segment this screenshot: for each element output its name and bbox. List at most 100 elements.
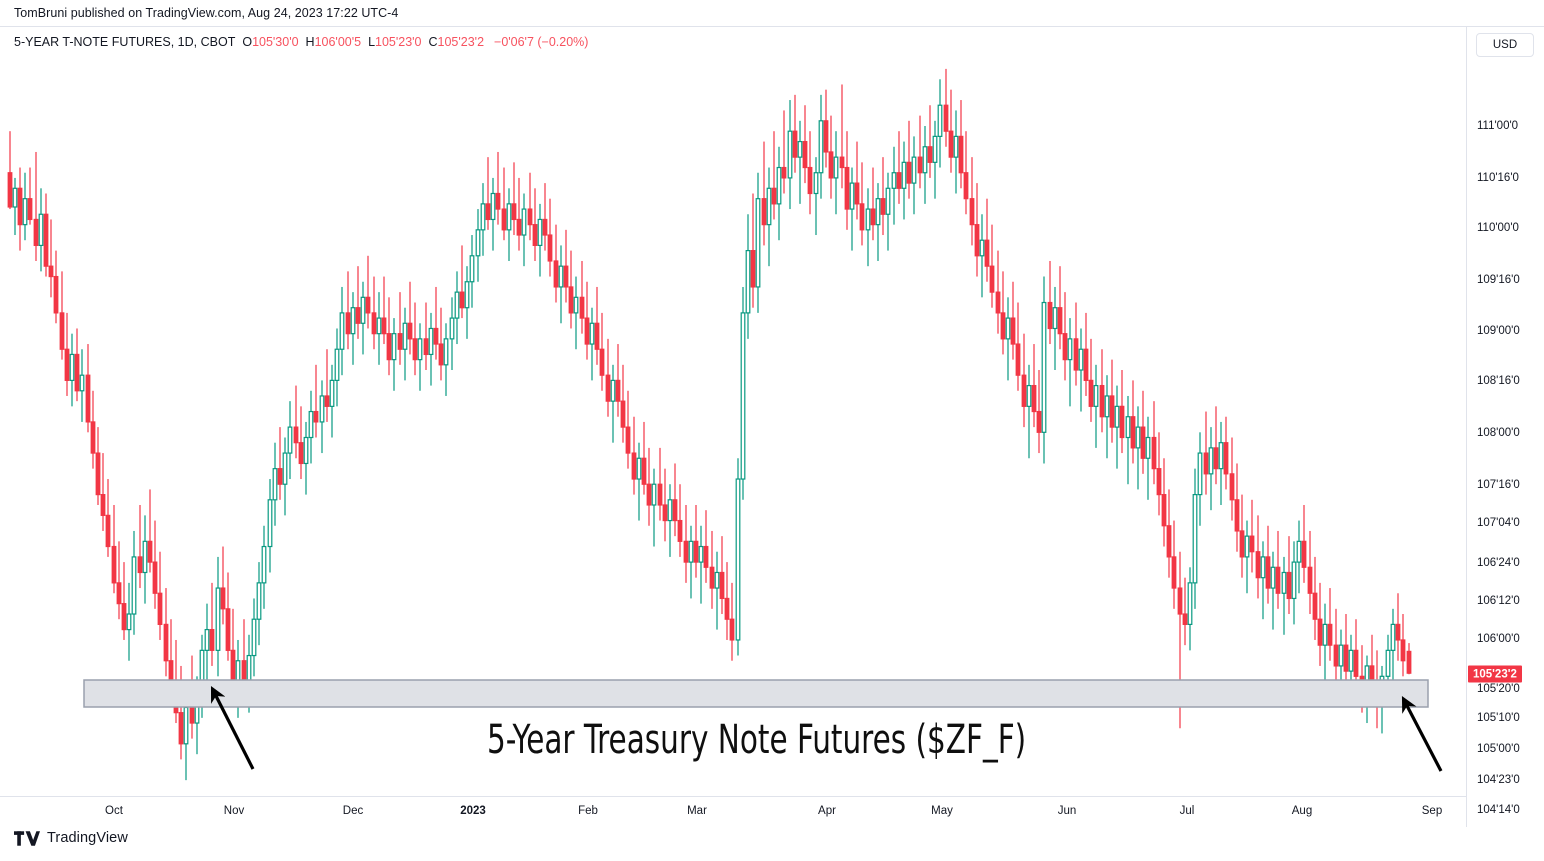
candle bbox=[360, 281, 366, 355]
candle bbox=[641, 421, 647, 495]
candle bbox=[1166, 489, 1172, 578]
candle bbox=[381, 276, 387, 345]
right-arrow[interactable] bbox=[1401, 696, 1443, 772]
candle bbox=[137, 504, 143, 589]
candle bbox=[1119, 370, 1125, 454]
candle bbox=[402, 307, 408, 381]
candle bbox=[1109, 359, 1115, 443]
price-axis[interactable]: USD 111'00'0 110'16'0 110'00'0 109'16'0 109'… bbox=[1466, 27, 1544, 827]
candle bbox=[911, 136, 917, 215]
candle bbox=[261, 525, 267, 609]
candle bbox=[1406, 643, 1412, 675]
candle bbox=[433, 286, 439, 360]
candle bbox=[480, 183, 486, 256]
candle bbox=[891, 146, 897, 225]
candle bbox=[215, 556, 221, 677]
candle bbox=[584, 281, 590, 360]
candle bbox=[1187, 567, 1193, 651]
candle bbox=[683, 504, 689, 583]
candlestick-series bbox=[7, 68, 1412, 781]
candle bbox=[885, 172, 891, 251]
support-zone-rectangle[interactable] bbox=[83, 679, 1429, 708]
price-tick: 107'04'0 bbox=[1477, 517, 1520, 529]
legend-open-value: 105'30'0 bbox=[252, 35, 299, 49]
candle bbox=[558, 245, 564, 324]
candle bbox=[1390, 608, 1396, 682]
price-tick: 110'16'0 bbox=[1477, 172, 1519, 184]
legend-low-label: L bbox=[368, 35, 376, 49]
time-axis[interactable]: Oct Nov Dec 2023 Feb Mar Apr May Jun Jul Aug Sep bbox=[0, 796, 1466, 826]
candle bbox=[818, 94, 824, 199]
candle bbox=[412, 302, 418, 376]
candle bbox=[698, 525, 704, 604]
candle bbox=[537, 203, 543, 277]
candle bbox=[1307, 530, 1313, 615]
candle bbox=[1078, 328, 1084, 412]
attribution-bar: TomBruni published on TradingView.com, A… bbox=[0, 0, 1544, 26]
candle bbox=[204, 603, 210, 682]
plot-area[interactable] bbox=[0, 27, 1466, 797]
candle bbox=[27, 167, 33, 225]
candle bbox=[823, 89, 829, 168]
candle bbox=[17, 167, 23, 251]
candle bbox=[1135, 406, 1141, 490]
price-tick: 106'00'0 bbox=[1477, 633, 1520, 645]
candle bbox=[906, 120, 912, 199]
legend-low-value: 105'23'0 bbox=[375, 35, 422, 49]
candle bbox=[813, 157, 819, 236]
candle bbox=[251, 598, 257, 677]
candle bbox=[542, 183, 548, 251]
candle bbox=[79, 349, 85, 422]
price-tick: 104'23'0 bbox=[1477, 774, 1520, 786]
candle bbox=[1249, 499, 1255, 573]
candle bbox=[740, 286, 746, 500]
chart-legend[interactable]: 5-YEAR T-NOTE FUTURES, 1D, CBOT O105'30'0… bbox=[14, 35, 588, 50]
candle bbox=[1088, 338, 1094, 422]
candle bbox=[256, 562, 262, 646]
candle bbox=[797, 120, 803, 204]
candle bbox=[1083, 312, 1089, 396]
candle bbox=[371, 276, 377, 350]
candle bbox=[875, 183, 881, 261]
drawing-overlay[interactable] bbox=[0, 27, 1466, 797]
candle bbox=[1343, 614, 1349, 687]
candle bbox=[1130, 380, 1136, 464]
candle bbox=[1296, 520, 1302, 594]
candle bbox=[573, 276, 579, 350]
annotation-title-text[interactable]: 5-Year Treasury Note Futures ($ZF_F) bbox=[487, 717, 1027, 763]
candle bbox=[407, 281, 413, 355]
candle bbox=[1151, 401, 1157, 485]
candle bbox=[568, 250, 574, 329]
candle bbox=[105, 479, 111, 557]
tradingview-brand[interactable]: TradingView bbox=[14, 830, 128, 846]
candle bbox=[7, 131, 13, 210]
candle bbox=[454, 271, 460, 345]
candle bbox=[979, 214, 985, 298]
candle bbox=[1203, 411, 1209, 495]
currency-badge[interactable]: USD bbox=[1476, 33, 1534, 57]
legend-symbol-info: 5-YEAR T-NOTE FUTURES, 1D, CBOT bbox=[14, 35, 236, 49]
candle bbox=[303, 421, 309, 495]
candle bbox=[308, 390, 314, 464]
left-arrow[interactable] bbox=[210, 686, 255, 770]
candle bbox=[833, 131, 839, 215]
candle bbox=[1208, 427, 1214, 511]
price-tick: 110'00'0 bbox=[1477, 222, 1519, 234]
candle bbox=[636, 442, 642, 521]
candle bbox=[750, 193, 756, 308]
candle bbox=[1140, 390, 1146, 474]
candle bbox=[1041, 276, 1047, 464]
price-tick: 108'00'0 bbox=[1477, 427, 1520, 439]
candle bbox=[1047, 260, 1053, 345]
candle bbox=[121, 562, 127, 640]
candle bbox=[59, 271, 65, 360]
time-tick: Nov bbox=[223, 805, 245, 817]
candle bbox=[610, 364, 616, 443]
candle bbox=[293, 385, 299, 459]
candle bbox=[1114, 385, 1120, 469]
candle bbox=[397, 292, 403, 365]
candle bbox=[1067, 318, 1073, 407]
price-tick: 106'24'0 bbox=[1477, 557, 1520, 569]
candle bbox=[943, 68, 949, 147]
candle bbox=[1270, 551, 1276, 630]
